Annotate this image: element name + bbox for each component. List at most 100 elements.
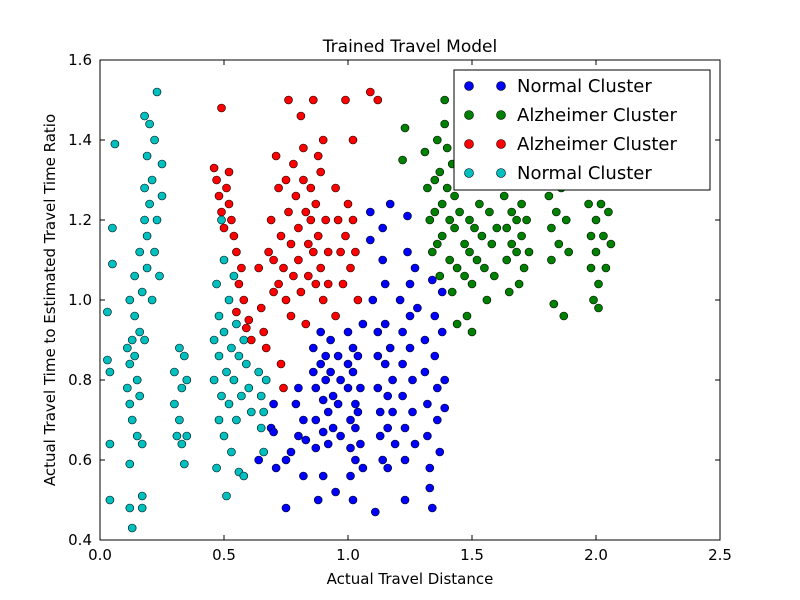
series-3-point-63: [214, 311, 224, 321]
series-0-point-101: [425, 483, 435, 493]
series-3-point-70: [219, 431, 229, 441]
series-1-point-38: [477, 231, 487, 241]
series-2-point-51: [303, 239, 313, 249]
series-0-point-32: [328, 423, 338, 433]
y-tick-label-1: 0.6: [68, 451, 92, 469]
series-1-point-80: [601, 263, 611, 273]
series-0-point-82: [398, 391, 407, 401]
series-1-point-11: [435, 271, 445, 281]
series-1-point-65: [554, 239, 564, 249]
series-2-point-65: [321, 215, 331, 225]
series-2-point-54: [306, 215, 316, 225]
series-3-point-22: [132, 431, 142, 441]
series-3-point-35: [142, 263, 152, 273]
series-1-point-20: [447, 287, 457, 297]
series-1-point-40: [482, 295, 492, 305]
series-0-point-33: [331, 487, 340, 497]
series-0-point-97: [420, 367, 430, 377]
series-0-point-75: [385, 343, 395, 353]
series-0-point-78: [390, 439, 400, 449]
series-0-point-16: [311, 383, 321, 393]
series-0-point-24: [318, 471, 328, 481]
series-3-point-31: [140, 215, 149, 225]
y-axis-ticks: 0.4 0.6 0.8 1.0 1.2 1.4 1.6: [68, 51, 720, 549]
series-0-point-62: [373, 383, 383, 393]
series-3-point-7: [110, 139, 120, 149]
series-1-point-57: [519, 263, 529, 273]
series-1-point-35: [470, 223, 479, 233]
series-3-point-9: [123, 383, 132, 393]
legend-label-0: Normal Cluster: [517, 76, 652, 97]
series-3-point-91: [256, 423, 266, 433]
series-1-point-24: [452, 263, 462, 273]
series-3-point-54: [177, 439, 187, 449]
series-2-point-37: [284, 207, 293, 217]
series-3-point-55: [180, 351, 189, 361]
series-0-point-11: [299, 415, 308, 425]
series-0-point-70: [380, 359, 390, 369]
series-3-point-71: [222, 367, 231, 377]
series-0-point-81: [398, 359, 407, 369]
series-3-point-75: [227, 343, 236, 353]
series-1-point-79: [599, 231, 608, 241]
series-1-point-48: [504, 287, 514, 297]
series-1-point-12: [437, 199, 447, 209]
series-1-point-71: [586, 231, 596, 241]
series-0-point-17: [311, 415, 321, 425]
series-0-point-71: [383, 391, 393, 401]
series-0-point-51: [353, 407, 363, 417]
series-0-point-92: [408, 407, 417, 417]
series-2-point-80: [353, 295, 363, 305]
series-2-point-42: [291, 191, 301, 201]
series-2-point-35: [281, 295, 291, 305]
series-0-point-9: [294, 383, 303, 393]
series-2-point-43: [294, 223, 303, 233]
series-2-point-15: [239, 295, 249, 305]
series-0-point-95: [413, 303, 422, 313]
y-tick-label-5: 1.4: [68, 131, 92, 149]
series-0-point-40: [343, 383, 353, 393]
series-0-point-60: [373, 327, 383, 337]
series-3-point-93: [259, 407, 269, 417]
series-1-point-8: [432, 239, 442, 249]
series-0-point-26: [321, 375, 331, 385]
series-3-point-84: [239, 335, 249, 345]
series-2-point-57: [311, 279, 321, 289]
series-2-point-18: [247, 335, 256, 345]
series-3-point-66: [217, 215, 226, 225]
series-0-point-85: [400, 495, 410, 505]
series-3-point-30: [140, 183, 149, 193]
series-2-point-41: [289, 159, 298, 169]
series-3-point-17: [127, 415, 137, 425]
legend-label-1: Alzheimer Cluster: [517, 105, 677, 126]
series-1-point-19: [445, 255, 455, 265]
series-2-point-2: [214, 191, 224, 201]
series-0-point-108: [435, 447, 445, 457]
series-0-point-35: [333, 399, 343, 409]
series-0-point-56: [365, 207, 375, 217]
series-0-point-10: [294, 431, 303, 441]
series-3-point-78: [229, 375, 239, 385]
series-2-point-82: [373, 95, 383, 105]
series-1-point-28: [460, 239, 469, 249]
series-0-point-52: [356, 383, 365, 393]
series-0-point-88: [405, 279, 415, 289]
series-2-point-81: [365, 87, 375, 97]
series-3-point-47: [157, 159, 167, 169]
y-tick-label-4: 1.2: [68, 211, 92, 229]
series-1-point-77: [594, 303, 603, 313]
legend-box: [453, 69, 711, 191]
series-0-point-65: [378, 455, 388, 465]
series-1-point-81: [604, 207, 613, 217]
series-0-point-73: [383, 463, 393, 473]
series-0-point-57: [365, 235, 375, 245]
series-1-point-22: [450, 191, 459, 201]
series-1-point-49: [507, 207, 517, 217]
series-3-point-40: [147, 175, 157, 185]
series-0-point-74: [385, 199, 395, 209]
series-1-point-55: [517, 199, 526, 209]
series-2-point-61: [316, 263, 326, 273]
series-2-point-6: [222, 183, 231, 193]
series-1-point-62: [547, 255, 556, 265]
